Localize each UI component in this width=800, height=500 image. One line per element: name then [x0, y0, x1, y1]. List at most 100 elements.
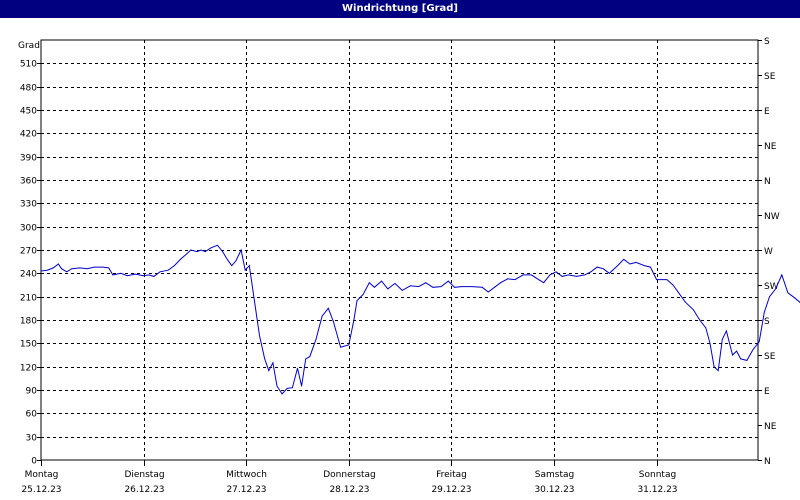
- y-tick-label: 210: [20, 294, 37, 304]
- data-point: [196, 251, 198, 253]
- data-point: [174, 265, 175, 266]
- data-point: [217, 244, 218, 246]
- y-tick-label: 360: [20, 177, 37, 187]
- data-point: [200, 249, 202, 251]
- data-point: [709, 342, 711, 344]
- data-point: [46, 269, 48, 271]
- x-tick-label-date: 25.12.23: [21, 485, 61, 495]
- data-point: [538, 279, 539, 280]
- y-tick-label: 180: [20, 317, 37, 327]
- x-tick-label-day: Samstag: [535, 470, 574, 480]
- data-point: [348, 344, 350, 346]
- data-point: [617, 265, 618, 266]
- data-point: [699, 319, 701, 321]
- y-tick-label: 450: [20, 107, 37, 117]
- y-tick-label: 240: [20, 270, 37, 280]
- data-point: [66, 271, 68, 273]
- data-point: [684, 301, 686, 303]
- data-point: [387, 288, 389, 290]
- data-point: [315, 339, 317, 340]
- data-point: [204, 251, 206, 253]
- data-point: [276, 385, 278, 387]
- data-point: [732, 354, 733, 356]
- data-point: [736, 350, 737, 352]
- data-point: [576, 276, 577, 277]
- data-point: [717, 370, 719, 371]
- data-point: [410, 285, 411, 287]
- data-point: [787, 292, 789, 294]
- plot-frame: [40, 39, 759, 461]
- chart-title: Windrichtung [Grad]: [0, 0, 800, 18]
- data-point: [362, 293, 364, 295]
- x-tick-label-date: 31.12.23: [637, 485, 677, 495]
- data-point: [758, 341, 760, 343]
- data-point: [481, 286, 483, 288]
- data-point: [740, 358, 742, 360]
- y2-tick-label: N: [764, 457, 771, 467]
- y2-tick-label: N: [764, 177, 771, 187]
- axis-layer: 0 30 60 90 120 150 180 210 240 270 300 330 360 390 420…: [18, 37, 780, 495]
- data-point: [650, 266, 651, 268]
- data-point: [794, 297, 796, 299]
- data-point: [143, 275, 145, 277]
- data-point: [568, 274, 569, 276]
- data-point: [394, 283, 396, 284]
- data-point: [494, 286, 495, 288]
- data-point: [713, 366, 715, 368]
- data-point: [555, 271, 557, 273]
- data-point: [374, 286, 375, 288]
- y2-tick-label: NE: [764, 142, 777, 152]
- data-point: [190, 249, 192, 251]
- y-tick-label: 480: [20, 84, 37, 94]
- y-tick-label: 330: [20, 200, 37, 210]
- data-point: [180, 258, 181, 260]
- y2-tick-label: SE: [764, 72, 776, 82]
- data-point: [333, 321, 334, 322]
- data-point: [531, 274, 532, 276]
- data-point: [705, 327, 707, 329]
- x-tick-label-day: Mittwoch: [226, 470, 267, 480]
- x-tick-label-date: 29.12.23: [431, 485, 471, 495]
- data-point: [425, 282, 427, 284]
- data-point: [368, 282, 370, 284]
- x-tick-label-date: 27.12.23: [226, 485, 266, 495]
- data-point: [769, 296, 770, 298]
- data-point: [186, 253, 188, 255]
- data-point: [629, 263, 631, 265]
- data-point: [281, 393, 283, 395]
- data-point: [471, 286, 473, 287]
- data-point: [268, 370, 270, 371]
- data-point: [52, 267, 54, 269]
- data-point: [678, 293, 680, 294]
- data-point: [210, 247, 212, 249]
- data-point: [259, 335, 260, 336]
- data-point: [292, 387, 293, 389]
- data-point: [301, 385, 302, 387]
- data-point: [248, 265, 250, 266]
- data-point: [643, 265, 645, 266]
- data-point: [148, 274, 150, 276]
- y-tick-label: 90: [26, 387, 38, 397]
- data-point: [244, 269, 246, 271]
- data-point: [561, 276, 563, 277]
- data-point: [327, 307, 329, 309]
- data-point: [500, 282, 501, 284]
- y-tick-label: 420: [20, 130, 37, 140]
- data-point: [40, 270, 42, 272]
- data-point: [240, 249, 242, 251]
- y2-tick-label: W: [764, 247, 773, 257]
- y-tick-label: 300: [20, 224, 37, 234]
- data-point: [153, 276, 155, 277]
- data-point: [227, 259, 229, 261]
- data-point: [321, 315, 323, 317]
- data-point: [112, 274, 114, 276]
- data-point: [381, 280, 382, 282]
- data-point: [656, 279, 657, 280]
- x-tick-label-date: 30.12.23: [534, 485, 574, 495]
- data-point: [126, 275, 128, 277]
- data-point: [726, 330, 727, 332]
- x-tick-label-day: Dienstag: [124, 470, 164, 480]
- data-point: [231, 265, 233, 266]
- data-point: [635, 262, 637, 263]
